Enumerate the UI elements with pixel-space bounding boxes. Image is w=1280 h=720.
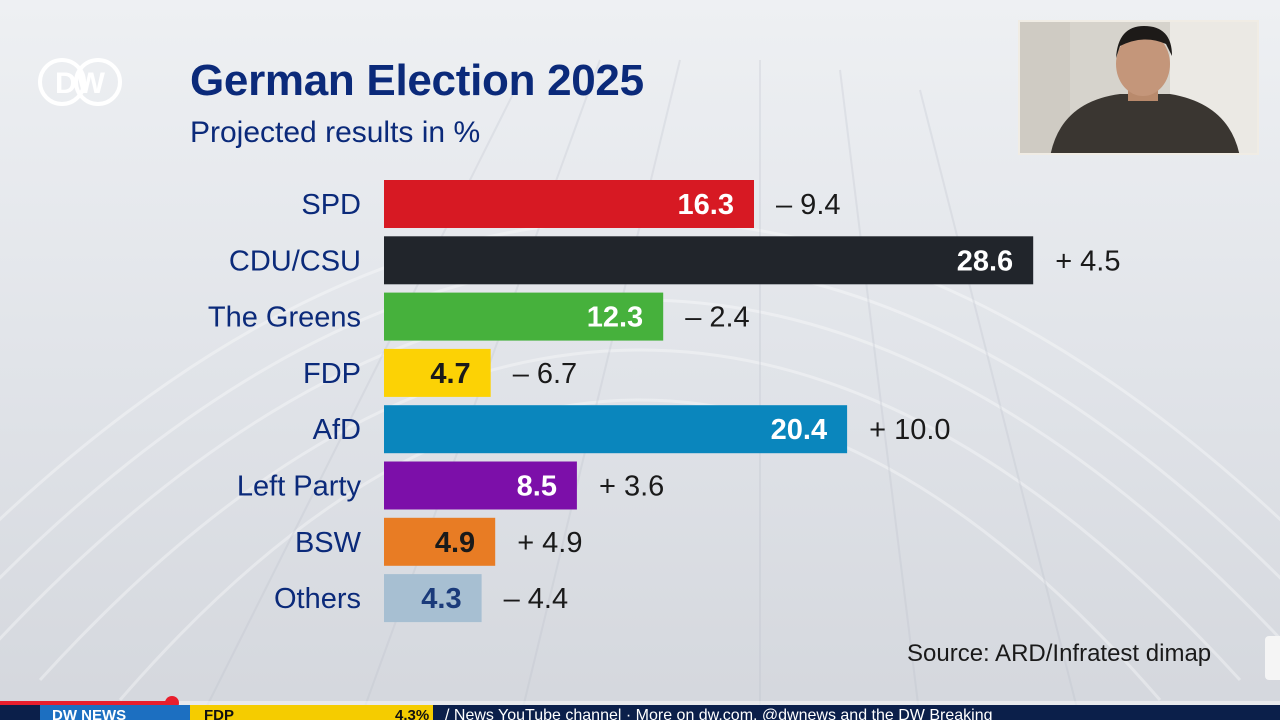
bar-value-label: 12.3 — [587, 302, 643, 334]
change-label: – 6.7 — [513, 358, 578, 390]
category-label: Others — [274, 583, 361, 615]
category-label: Left Party — [237, 471, 362, 503]
change-label: + 10.0 — [869, 414, 950, 446]
ticker-text: / News YouTube channel · More on dw.com,… — [445, 707, 993, 720]
source-note: Source: ARD/Infratest dimap — [907, 640, 1212, 667]
video-progress-fill — [0, 701, 172, 705]
ticker-value: 4.3% — [395, 707, 430, 720]
bar — [384, 180, 754, 228]
source-tab — [1265, 636, 1280, 680]
presenter-image — [1020, 22, 1257, 153]
chart-title: German Election 2025 — [190, 56, 644, 105]
bar — [384, 405, 848, 454]
change-label: – 4.4 — [504, 583, 568, 615]
ticker-label: DW NEWS — [40, 705, 190, 720]
chart-subtitle: Projected results in % — [190, 116, 481, 149]
change-label: + 4.9 — [517, 527, 582, 559]
bar — [384, 574, 482, 623]
change-label: + 3.6 — [599, 471, 664, 503]
bar — [384, 236, 1034, 285]
bar-value-label: 20.4 — [771, 414, 827, 446]
svg-text:DW: DW — [55, 67, 106, 100]
change-label: – 2.4 — [685, 302, 750, 334]
bar — [384, 461, 577, 510]
bar-value-label: 28.6 — [957, 245, 1013, 277]
bar-value-label: 4.9 — [435, 527, 475, 559]
category-label: FDP — [303, 358, 361, 390]
category-label: CDU/CSU — [229, 245, 361, 277]
ticker-party: FDP — [190, 705, 433, 720]
bar-value-label: 4.7 — [430, 358, 470, 390]
bar-value-label: 8.5 — [517, 471, 557, 503]
bar — [384, 517, 496, 566]
category-label: BSW — [295, 527, 362, 559]
category-label: AfD — [313, 414, 361, 446]
news-ticker: DW NEWS FDP 4.3% / News YouTube channel … — [0, 705, 1280, 720]
change-label: + 4.5 — [1055, 245, 1120, 277]
bar-value-label: 16.3 — [678, 189, 734, 221]
bar — [384, 292, 664, 341]
bar — [384, 348, 491, 397]
category-label: The Greens — [208, 302, 361, 334]
dw-logo: DW — [38, 58, 122, 106]
bar-value-label: 4.3 — [421, 583, 461, 615]
change-label: – 9.4 — [776, 189, 841, 221]
category-label: SPD — [301, 189, 361, 221]
presenter-video-inset — [1018, 20, 1259, 155]
